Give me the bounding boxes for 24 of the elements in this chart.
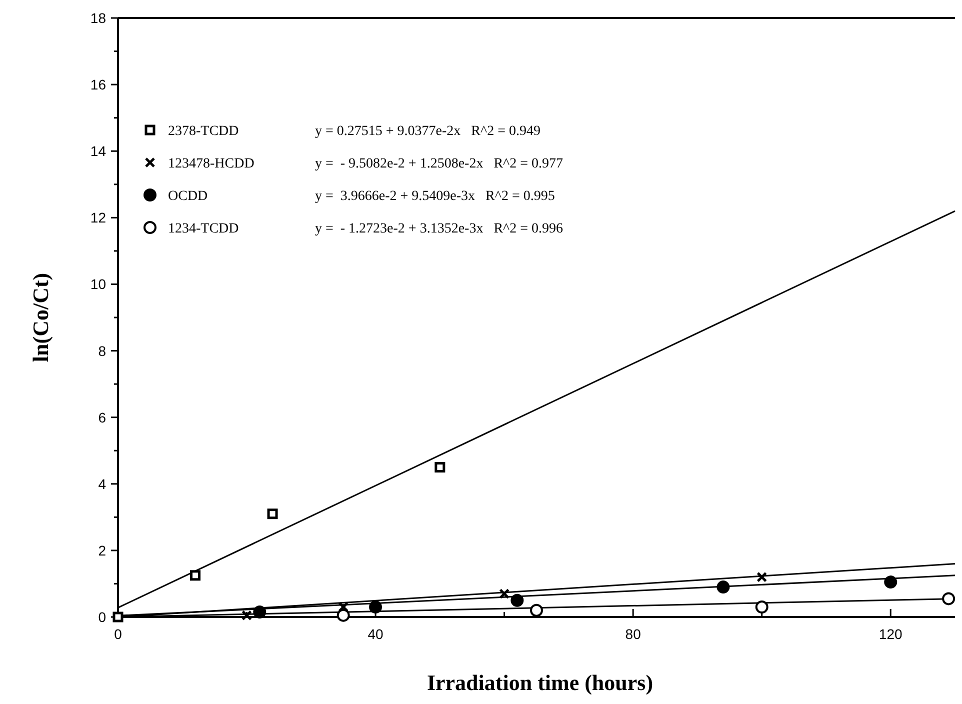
y-tick-label: 18 (90, 10, 106, 26)
x-tick-label: 0 (114, 626, 122, 642)
annotation: y = - 1.2723e-2 + 3.1352e-3x R^2 = 0.996 (315, 222, 564, 236)
y-tick-label: 2 (98, 542, 106, 558)
annotation: y = 0.27515 + 9.0377e-2x R^2 = 0.949 (315, 124, 540, 139)
annotation: y = 3.9666e-2 + 9.5409e-3x R^2 = 0.995 (315, 189, 555, 204)
y-tick-label: 4 (98, 476, 106, 492)
y-tick-label: 10 (90, 276, 106, 292)
legend-label: 1234-TCDD (168, 222, 239, 236)
legend-label: 123478-HCDD (168, 156, 254, 172)
annotation: y = - 9.5082e-2 + 1.2508e-2x R^2 = 0.977 (315, 156, 564, 172)
y-tick-label: 12 (90, 210, 106, 226)
legend-label: 2378-TCDD (168, 124, 239, 139)
y-tick-label: 6 (98, 409, 106, 426)
y-tick-label: 16 (90, 76, 106, 93)
x-tick-label: 120 (878, 626, 903, 642)
y-tick-label: 0 (98, 609, 106, 625)
x-tick-label: 80 (625, 626, 642, 642)
legend-label: OCDD (168, 189, 208, 204)
y-axis-title: ln(Co/Ct) (28, 272, 53, 362)
y-tick-label: 8 (98, 342, 106, 359)
x-tick-label: 40 (368, 626, 384, 642)
x-axis-title: Irradiation time (hours) (426, 670, 654, 695)
y-tick-label: 14 (90, 143, 106, 160)
